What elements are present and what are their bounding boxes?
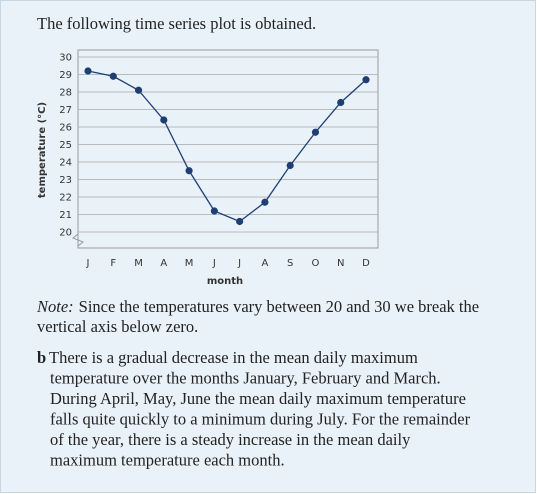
answer-line: falls quite quickly to a minimum during … [50, 410, 471, 429]
y-tick-label: 24 [59, 158, 72, 169]
intro: The following time series plot is obtain… [37, 14, 316, 33]
y-tick-label: 28 [59, 88, 72, 99]
answer-line: of the year, there is a steady increase … [50, 430, 411, 449]
x-tick-label: O [312, 258, 320, 269]
answer-line: temperature over the months January, Feb… [50, 369, 441, 388]
y-tick-label: 20 [59, 228, 72, 239]
y-tick-label: 30 [59, 53, 72, 64]
answer-label: b [37, 348, 46, 367]
data-point [185, 167, 193, 175]
axis-break [72, 233, 84, 247]
x-tick-label: D [362, 258, 370, 269]
data-point [337, 98, 345, 107]
plot-frame [77, 49, 379, 249]
answer-line: maximum temperature each month. [50, 451, 285, 470]
data-point [236, 217, 244, 226]
note-line: Since the temperatures vary between 20 a… [79, 297, 479, 316]
y-axis-label: temperature (°C) [37, 102, 48, 198]
data-point [261, 198, 269, 206]
y-tick-label: 27 [59, 105, 72, 116]
y-tick-label: 23 [59, 175, 72, 186]
y-tick-label: 22 [59, 193, 72, 204]
x-tick-label: J [212, 258, 216, 269]
answer-line: There is a gradual decrease in the mean … [49, 348, 418, 367]
x-axis-label: month [207, 276, 243, 287]
data-point [84, 67, 92, 75]
x-tick-label: N [337, 258, 344, 269]
data-point [311, 128, 320, 136]
note-line: vertical axis below zero. [37, 317, 198, 336]
chart: month temperature (°C) 20 21 22 23 24 25 26 27 2… [37, 49, 379, 287]
x-tick-label: A [160, 258, 167, 269]
y-tick-label: 21 [59, 210, 72, 221]
note: Note: Since the temperatures vary between… [36, 297, 479, 316]
data-point [160, 116, 168, 124]
x-tick-label: S [287, 258, 293, 269]
y-tick-label: 29 [59, 70, 72, 81]
data-point [362, 76, 370, 84]
x-tick-label: M [185, 258, 194, 269]
x-tick-label: F [110, 258, 116, 269]
x-tick-label: J [86, 258, 90, 269]
answer-line: During April, May, June the mean daily m… [50, 389, 466, 408]
y-tick-label: 25 [59, 140, 72, 151]
answer: There is a gradual decrease in the mean … [49, 348, 471, 470]
x-tick-label: J [237, 258, 241, 269]
data-point [134, 86, 143, 94]
x-tick-label: A [261, 258, 268, 269]
note-label: Note: [36, 297, 74, 316]
y-tick-label: 26 [59, 123, 72, 134]
data-point [210, 207, 218, 215]
data-point [286, 161, 294, 170]
x-tick-label: M [134, 258, 143, 269]
series-line [87, 70, 367, 223]
data-point [109, 72, 117, 80]
